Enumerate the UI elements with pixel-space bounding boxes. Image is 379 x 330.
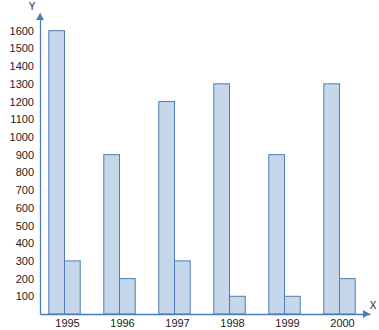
bar [285, 296, 301, 314]
y-tick-label: 1300 [10, 78, 34, 90]
y-tick-label: 1500 [10, 42, 34, 54]
y-tick-label: 400 [16, 237, 34, 249]
bar [120, 279, 136, 314]
y-tick-label: 100 [16, 290, 34, 302]
x-tick: 1996 [110, 314, 134, 329]
x-tick: 1997 [165, 314, 189, 329]
bar [230, 296, 246, 314]
y-tick: 1600 [10, 25, 40, 37]
bar [49, 31, 65, 314]
y-tick: 500 [16, 219, 40, 231]
bar [340, 279, 356, 314]
y-tick-label: 1200 [10, 96, 34, 108]
x-tick-label: 1996 [110, 317, 134, 329]
x-tick-label: 1997 [165, 317, 189, 329]
x-axis-title: X [370, 300, 377, 311]
y-tick: 1000 [10, 131, 40, 143]
y-tick: 600 [16, 202, 40, 214]
y-tick-label: 700 [16, 184, 34, 196]
y-tick-label: 1600 [10, 25, 34, 37]
chart: 100 200 300 400 500 600 700 800 900 1000 1100 1200 1… [0, 0, 379, 330]
x-tick-label: 1998 [220, 317, 244, 329]
y-tick: 1100 [10, 113, 40, 125]
y-axis-arrow [36, 13, 44, 20]
y-axis-title: Y [29, 1, 36, 12]
bar [214, 84, 230, 314]
bar [104, 155, 120, 314]
y-tick: 1400 [10, 60, 40, 72]
y-tick: 400 [16, 237, 40, 249]
y-axis: 100 200 300 400 500 600 700 800 900 1000 1100 1200 1… [10, 14, 41, 315]
bars [49, 31, 355, 314]
bar [324, 84, 340, 314]
x-tick: 1998 [220, 314, 244, 329]
y-tick: 900 [16, 149, 40, 161]
y-tick-label: 1400 [10, 60, 34, 72]
x-tick-label: 2000 [330, 317, 354, 329]
y-tick: 800 [16, 166, 40, 178]
x-tick-label: 1999 [275, 317, 299, 329]
x-axis-line [41, 314, 371, 315]
bar [175, 261, 191, 314]
y-tick: 100 [16, 290, 40, 302]
y-tick: 700 [16, 184, 40, 196]
y-tick-label: 300 [16, 255, 34, 267]
y-tick-label: 800 [16, 166, 34, 178]
y-tick: 1200 [10, 96, 40, 108]
x-tick: 2000 [330, 314, 354, 329]
bar [65, 261, 81, 314]
y-tick: 200 [16, 273, 40, 285]
y-tick-label: 900 [16, 149, 34, 161]
x-axis: 1995 1996 1997 1998 1999 2000 [41, 314, 371, 329]
y-tick: 300 [16, 255, 40, 267]
x-tick: 1995 [55, 314, 79, 329]
x-axis-arrow [363, 310, 370, 318]
x-tick: 1999 [275, 314, 299, 329]
y-tick-label: 500 [16, 219, 34, 231]
y-tick-label: 600 [16, 202, 34, 214]
y-tick-label: 1000 [10, 131, 34, 143]
y-tick-label: 1100 [10, 113, 34, 125]
bar [159, 102, 175, 314]
y-tick: 1500 [10, 42, 40, 54]
bar [269, 155, 285, 314]
y-axis-line [40, 14, 41, 315]
y-tick: 1300 [10, 78, 40, 90]
x-tick-label: 1995 [55, 317, 79, 329]
y-tick-label: 200 [16, 273, 34, 285]
